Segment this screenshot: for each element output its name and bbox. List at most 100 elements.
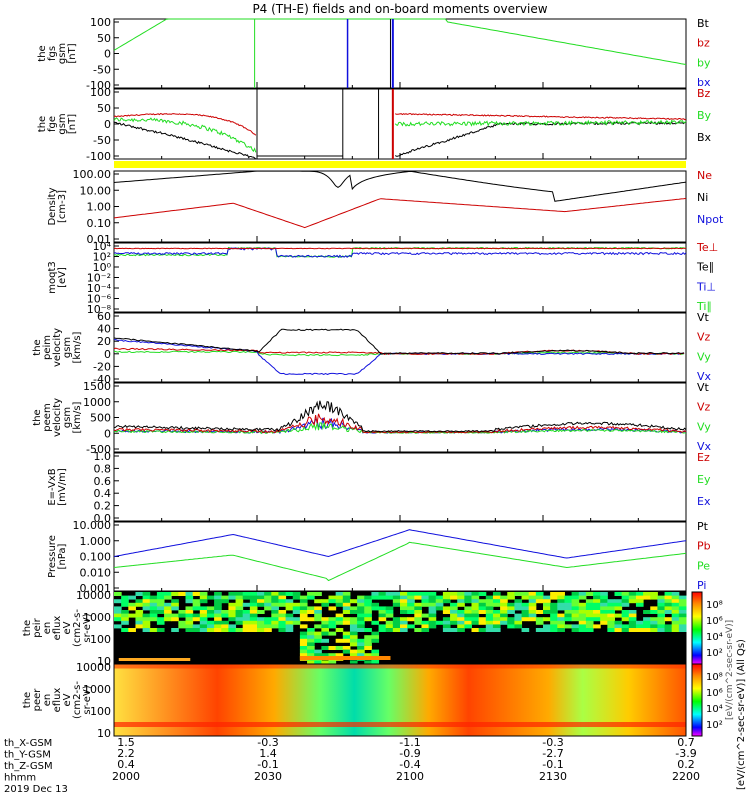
spectrogram-cell: [149, 613, 158, 618]
spectrogram-cell: [464, 595, 472, 600]
spectrogram-cell: [206, 595, 215, 600]
spectrogram-cell: [593, 595, 601, 600]
spectrogram-cell: [528, 613, 537, 618]
spectrogram-cell: [307, 631, 315, 636]
spectrogram-cell: [385, 606, 394, 611]
spectrogram-cell: [221, 624, 229, 629]
spectrogram-cell: [650, 610, 658, 614]
y-axis-label: [km/s]: [72, 331, 83, 363]
spectrogram-cell: [135, 602, 144, 607]
spectrogram-cell: [264, 620, 272, 625]
spectrogram-cell: [400, 617, 408, 622]
spectrogram-cell: [342, 638, 351, 643]
spectrogram-cell: [271, 599, 279, 604]
spectrogram-cell: [657, 620, 666, 625]
yellow-flag-bar: [114, 161, 686, 168]
spectrogram-cell: [643, 624, 651, 629]
spectrogram-cell: [571, 610, 580, 614]
spectrogram-cell: [635, 620, 644, 625]
spectrogram-cell: [514, 602, 523, 607]
y-tick-label: 60: [97, 310, 111, 323]
spectrogram-cell: [585, 610, 594, 614]
spectrogram-cell: [357, 599, 365, 604]
spectrogram-cell: [614, 624, 623, 629]
spectrogram-cell: [678, 602, 687, 607]
spectrogram-cell: [321, 646, 329, 650]
legend-entry: Ti⊥: [696, 280, 716, 293]
spectrogram-cell: [156, 628, 165, 632]
spectrogram-cell: [135, 617, 144, 622]
legend-entry: Ni: [697, 191, 708, 204]
spectrogram-cell: [478, 592, 487, 596]
spectrogram-cell: [357, 610, 365, 614]
y-axis-label: moqt3: [47, 261, 58, 294]
spectrogram-cell: [414, 602, 422, 607]
y-axis-label: peir: [32, 617, 43, 637]
spectrogram-cell: [471, 628, 480, 632]
spectrogram-cell: [428, 606, 437, 611]
spectrogram-cell: [650, 595, 658, 600]
spectrogram-cell: [500, 617, 508, 622]
spectrogram-cell: [149, 606, 158, 611]
spectrogram-cell: [378, 624, 387, 629]
spectrogram-cell: [664, 592, 673, 596]
spectrogram-cell: [600, 606, 608, 611]
spectrogram-cell: [321, 660, 329, 665]
spectrogram-cell: [142, 617, 151, 622]
spectrogram-cell: [328, 595, 337, 600]
spectrogram-cell: [550, 602, 558, 607]
spectrogram-cell: [535, 620, 544, 625]
spectrogram-cell: [206, 606, 215, 611]
spectrogram-cell: [392, 599, 401, 604]
spectrogram-cell: [171, 602, 179, 607]
spectrogram-cell: [206, 613, 215, 618]
spectrogram-cell: [378, 617, 387, 622]
y-tick-label: 0.10: [87, 217, 112, 230]
spectrogram-cell: [242, 602, 251, 607]
spectrogram-cell: [199, 620, 208, 625]
spectrogram-cell: [464, 599, 472, 604]
spectrogram-cell: [442, 617, 451, 622]
plot-frame: [113, 382, 687, 453]
spectrogram-cell: [228, 624, 237, 629]
spectrogram-cell: [178, 620, 186, 625]
spectrogram-cell: [521, 602, 530, 607]
spectrogram-cell: [678, 620, 687, 625]
spectrogram-cell: [457, 602, 465, 607]
spectrogram-cell: [206, 624, 215, 629]
spectrogram-cell: [657, 617, 666, 622]
y-tick-label: -500: [86, 443, 111, 456]
spectrogram-cell: [535, 599, 544, 604]
spectrogram-cell: [478, 628, 487, 632]
spectrogram-cell: [371, 620, 380, 625]
y-tick-label: -20: [93, 360, 111, 373]
spectrogram-cell: [593, 592, 601, 596]
spectrogram-cell: [450, 602, 458, 607]
spectrogram-cell: [335, 617, 344, 622]
spectrogram-cell: [199, 599, 208, 604]
spectrogram-cell: [142, 624, 151, 629]
y-axis-label: Pressure: [47, 535, 58, 578]
spectrogram-cell: [235, 628, 244, 632]
spectrogram-cell: [564, 606, 573, 611]
y-axis-label: peer: [32, 688, 43, 712]
spectrogram-cell: [671, 595, 680, 600]
spectrogram-cell: [578, 602, 587, 607]
spectrogram-cell: [257, 599, 265, 604]
spectrogram-cell: [299, 613, 308, 618]
spectrogram-cell: [471, 620, 480, 625]
spectrogram-cell: [428, 613, 437, 618]
spectrogram-cell: [664, 624, 673, 629]
x-value-hhmm: 2000: [112, 770, 140, 783]
spectrogram-cell: [357, 613, 365, 618]
spectrogram-cell: [428, 599, 437, 604]
spectrogram-cell: [364, 642, 372, 647]
spectrogram-cell: [535, 610, 544, 614]
spectrogram-cell: [357, 595, 365, 600]
spectrogram-cell: [593, 610, 601, 614]
spectrogram-cell: [206, 620, 215, 625]
spectrogram-cell: [164, 613, 172, 618]
spectrogram-cell: [349, 638, 358, 643]
spectrogram-cell: [500, 620, 508, 625]
spectrogram-cell: [285, 620, 294, 625]
